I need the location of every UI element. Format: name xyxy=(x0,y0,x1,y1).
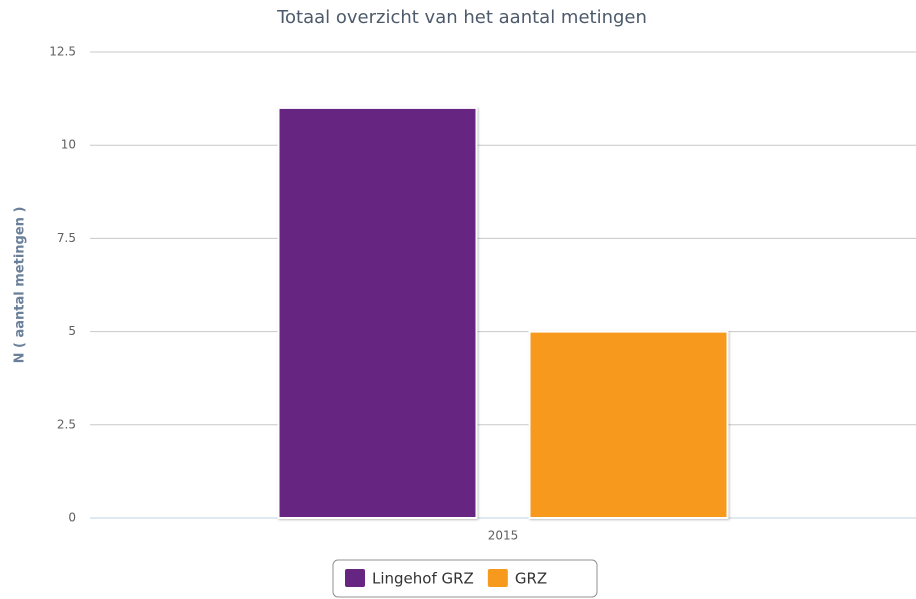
y-tick-label: 7.5 xyxy=(57,231,76,245)
legend-swatch xyxy=(487,569,508,587)
legend-swatch xyxy=(345,569,365,587)
chart-title: Totaal overzicht van het aantal metingen xyxy=(276,7,647,28)
y-tick-label: 10 xyxy=(61,138,76,152)
bar xyxy=(277,106,478,519)
x-tick-label: 2015 xyxy=(488,529,519,543)
y-axis-label: N ( aantal metingen ) xyxy=(13,207,28,364)
y-tick-label: 5 xyxy=(68,324,76,338)
y-tick-label: 12.5 xyxy=(49,45,76,59)
y-tick-label: 0 xyxy=(68,511,76,525)
legend-label: Lingehof GRZ xyxy=(372,570,474,588)
legend-box xyxy=(332,559,598,598)
bar xyxy=(528,330,729,519)
y-tick-label: 2.5 xyxy=(57,417,76,431)
legend-label: GRZ xyxy=(515,570,547,588)
